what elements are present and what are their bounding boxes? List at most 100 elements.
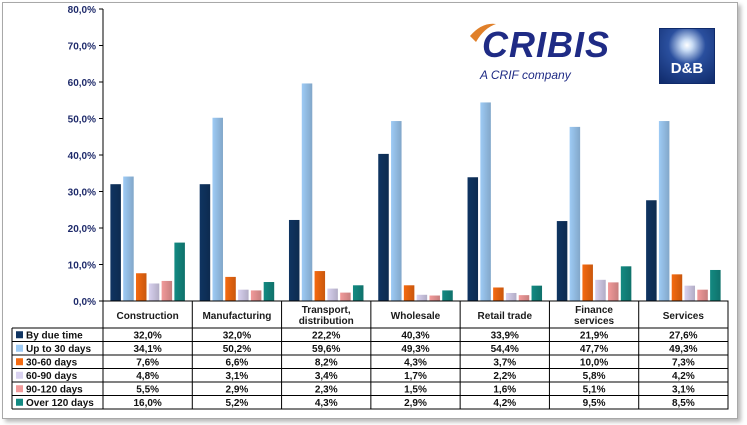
legend-swatch	[16, 371, 23, 379]
table-cell: 3,1%	[226, 371, 249, 382]
table-cell: 4,2%	[672, 371, 695, 382]
table-cell: 5,2%	[226, 398, 249, 409]
bar-shade	[301, 83, 313, 302]
legend-swatch	[16, 385, 23, 393]
bar-shade	[327, 288, 338, 301]
category-label: Wholesale	[391, 311, 441, 322]
y-tick-label: 20,0%	[68, 224, 96, 235]
bar-shade	[174, 242, 185, 301]
legend-swatch	[16, 398, 23, 406]
y-tick-label: 60,0%	[68, 78, 96, 89]
bar-shade	[697, 289, 708, 301]
table-cell: 4,2%	[493, 398, 516, 409]
table-cell: 49,3%	[401, 344, 429, 355]
bar-shade	[518, 295, 530, 301]
bar-shade	[288, 219, 300, 301]
bar-shade	[467, 177, 479, 301]
y-tick-label: 80,0%	[68, 5, 96, 16]
bar-shade	[391, 121, 402, 302]
bar-shade	[403, 285, 415, 301]
bar-shade	[199, 184, 211, 301]
table-cell: 40,3%	[401, 330, 429, 341]
table-cell: 5,8%	[583, 371, 606, 382]
bar-shade	[238, 289, 249, 301]
table-cell: 4,3%	[315, 398, 338, 409]
table-cell: 1,7%	[404, 371, 427, 382]
db-logo: D&B	[659, 28, 715, 84]
table-cell: 2,9%	[404, 398, 427, 409]
category-label: Manufacturing	[202, 311, 271, 322]
table-cell: 8,2%	[315, 357, 338, 368]
bar-shade	[684, 285, 696, 301]
table-cell: 2,2%	[493, 371, 516, 382]
legend-label: Up to 30 days	[26, 344, 91, 355]
legend-label: Over 120 days	[26, 398, 94, 409]
category-label: Construction	[117, 311, 179, 322]
bar-shade	[620, 266, 632, 301]
bar-shade	[658, 121, 670, 302]
table-cell: 9,5%	[583, 398, 606, 409]
legend-label: 30-60 days	[26, 357, 78, 368]
category-label: distribution	[299, 316, 354, 327]
table-cell: 5,5%	[136, 384, 159, 395]
table-cell: 1,6%	[493, 384, 516, 395]
table-cell: 21,9%	[580, 330, 608, 341]
bar-shade	[569, 126, 581, 302]
table-cell: 6,6%	[226, 357, 249, 368]
bar-shade	[340, 292, 351, 301]
bar-shade	[608, 282, 619, 301]
table-cell: 1,5%	[404, 384, 427, 395]
table-cell: 4,8%	[136, 371, 159, 382]
bar-shade	[556, 221, 568, 301]
bar-shade	[161, 280, 173, 301]
table-cell: 59,6%	[312, 344, 340, 355]
bar-shade	[582, 264, 593, 301]
table-cell: 7,3%	[672, 357, 695, 368]
bar-shade	[416, 294, 428, 301]
bar-shade	[531, 285, 543, 301]
table-cell: 3,7%	[493, 357, 516, 368]
cribis-logo: CRIBIS	[482, 24, 611, 65]
y-tick-label: 30,0%	[68, 188, 96, 199]
bar-shade	[505, 292, 517, 301]
bar-shade	[225, 276, 236, 301]
category-label: Services	[663, 311, 705, 322]
category-label: Transport,	[302, 305, 351, 316]
y-tick-label: 0,0%	[73, 297, 96, 308]
legend-label: 60-90 days	[26, 371, 78, 382]
y-tick-label: 10,0%	[68, 261, 96, 272]
table-cell: 8,5%	[672, 398, 695, 409]
bar-shade	[646, 200, 657, 301]
table-cell: 54,4%	[491, 344, 519, 355]
table-cell: 32,0%	[223, 330, 251, 341]
legend-swatch	[16, 331, 23, 339]
bar-shade	[352, 285, 364, 301]
table-cell: 32,0%	[133, 330, 161, 341]
table-cell: 49,3%	[669, 344, 697, 355]
table-cell: 22,2%	[312, 330, 340, 341]
legend-label: 90-120 days	[26, 384, 83, 395]
y-tick-label: 70,0%	[68, 42, 96, 53]
table-cell: 47,7%	[580, 344, 608, 355]
y-tick-label: 50,0%	[68, 115, 96, 126]
table-cell: 3,1%	[672, 384, 695, 395]
legend-swatch	[16, 344, 23, 352]
bar-shade	[671, 274, 683, 301]
bar-shade	[429, 295, 440, 301]
bar-shade	[314, 271, 326, 301]
table-cell: 4,3%	[404, 357, 427, 368]
bar-shade	[493, 287, 504, 301]
category-label: Retail trade	[478, 311, 533, 322]
category-label: services	[574, 316, 614, 327]
bar-shade	[212, 117, 223, 302]
bars	[110, 83, 721, 302]
cribis-swoosh-icon	[470, 23, 496, 42]
category-label: Finance	[575, 305, 613, 316]
table-cell: 10,0%	[580, 357, 608, 368]
bar-shade	[250, 290, 262, 301]
bar-shade	[263, 282, 275, 301]
bar-shade	[148, 283, 160, 301]
data-table: Construction Manufacturing Transport,distr…	[11, 300, 729, 410]
bar-shade	[135, 273, 147, 301]
